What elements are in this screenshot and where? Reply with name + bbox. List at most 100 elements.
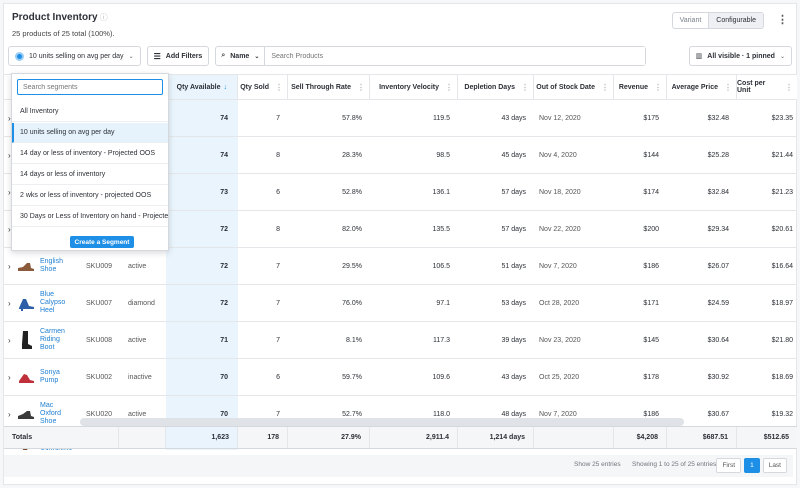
search-field-selector[interactable]: ⌕ Name ⌄ <box>216 47 266 65</box>
expand-row-icon[interactable]: › <box>8 298 11 308</box>
cell-revenue: $186 <box>643 410 659 418</box>
cell-depletion: 43 days <box>501 373 526 381</box>
variant-toggle-button[interactable]: Variant <box>679 17 702 24</box>
product-thumbnail <box>16 330 36 350</box>
cell-depletion: 48 days <box>501 410 526 418</box>
page-1-button[interactable]: 1 <box>744 458 760 473</box>
cell-avg-price: $30.67 <box>707 410 729 418</box>
product-thumbnail <box>16 293 36 313</box>
header-qty-sold[interactable]: Qty Sold ⋮ <box>238 75 288 99</box>
chevron-down-icon: ⌄ <box>254 53 260 60</box>
search-icon: ⌕ <box>221 52 226 59</box>
info-icon[interactable]: ⓘ <box>99 13 108 22</box>
expand-row-icon[interactable]: › <box>8 113 11 123</box>
cell-qty-sold: 6 <box>276 188 280 196</box>
column-menu-icon[interactable]: ⋮ <box>724 82 732 92</box>
cell-qty-sold: 7 <box>276 336 280 344</box>
cell-qty-sold: 7 <box>276 262 280 270</box>
cell-oos-date: Nov 4, 2020 <box>539 151 577 159</box>
cell-qty-available: 70 <box>220 410 228 418</box>
cell-avg-price: $25.28 <box>707 151 729 159</box>
table-row[interactable]: › Sonya Pump SKU002 inactive 70 6 59.7% 109.6 43… <box>4 359 797 396</box>
table-row[interactable]: › Blue Calypso Heel SKU007 diamond 72 7 76.0% 9… <box>4 285 797 322</box>
table-row[interactable]: › 72 8 82.0% 135.5 57 days Nov 22, 2020 $200 $29… <box>4 211 797 248</box>
header-cost-per-unit[interactable]: Cost per Unit ⋮ <box>737 80 793 94</box>
cell-oos-date: Nov 7, 2020 <box>539 262 577 270</box>
segment-selector[interactable]: 10 units selling on avg per day ⌄ <box>8 46 141 66</box>
product-name-link[interactable]: Mac Oxford Shoe <box>40 401 62 426</box>
create-segment-button[interactable]: Create a Segment <box>70 236 134 248</box>
column-menu-icon[interactable]: ⋮ <box>445 82 453 92</box>
search-input[interactable] <box>265 47 646 65</box>
cell-oos-date: Nov 23, 2020 <box>539 336 581 344</box>
table-row[interactable]: › 74 8 28.3% 98.5 45 days Nov 4, 2020 $144 $25.2… <box>4 137 797 174</box>
cell-cost: $16.64 <box>771 262 793 270</box>
header-average-price[interactable]: Average Price ⋮ <box>667 75 737 99</box>
column-menu-icon[interactable]: ⋮ <box>275 82 283 92</box>
expand-row-icon[interactable]: › <box>8 335 11 345</box>
column-menu-icon[interactable]: ⋮ <box>357 82 365 92</box>
cell-qty-sold: 7 <box>276 114 280 122</box>
cell-qty-available: 74 <box>220 114 228 122</box>
cell-qty-sold: 7 <box>276 410 280 418</box>
expand-row-icon[interactable]: › <box>8 372 11 382</box>
show-entries-select[interactable]: Show 25 entries <box>574 461 621 468</box>
segment-option[interactable]: 30 Days or Less of Inventory on hand - P… <box>12 207 168 227</box>
entries-summary: Showing 1 to 25 of 25 entries <box>632 461 717 468</box>
expand-row-icon[interactable]: › <box>8 187 11 197</box>
table-row[interactable]: › Carmen Riding Boot SKU008 active 71 7 8.1% 11… <box>4 322 797 359</box>
cell-revenue: $171 <box>643 299 659 307</box>
column-menu-icon[interactable]: ⋮ <box>521 82 529 92</box>
header-qty-available[interactable]: Qty Available ↓ <box>166 75 238 99</box>
product-name-link[interactable]: Sonya Pump <box>40 368 60 384</box>
column-visibility-button[interactable]: ▥ All visible · 1 pinned ⌄ <box>688 46 792 66</box>
segment-search-input[interactable] <box>17 79 163 95</box>
cell-avg-price: $26.07 <box>707 262 729 270</box>
product-name-link[interactable]: Carmen Riding Boot <box>40 327 65 352</box>
cell-depletion: 39 days <box>501 336 526 344</box>
header-revenue[interactable]: Revenue ⋮ <box>614 75 667 99</box>
last-page-button[interactable]: Last <box>762 458 787 473</box>
cell-qty-sold: 8 <box>276 151 280 159</box>
expand-row-icon[interactable]: › <box>8 261 11 271</box>
column-menu-icon[interactable]: ⋮ <box>785 82 793 92</box>
segment-option[interactable]: 2 wks or less of inventory - projected O… <box>12 186 168 206</box>
cell-cost: $20.61 <box>771 225 793 233</box>
cell-qty-available: 74 <box>220 151 228 159</box>
cell-velocity: 119.5 <box>433 114 450 122</box>
column-menu-icon[interactable]: ⋮ <box>654 82 662 92</box>
configurable-toggle-button[interactable]: Configurable <box>708 13 763 28</box>
page-title: Product Inventory ⓘ <box>12 12 108 23</box>
cell-cost: $18.69 <box>771 373 793 381</box>
expand-row-icon[interactable]: › <box>8 150 11 160</box>
sort-descending-icon[interactable]: ↓ <box>223 83 228 91</box>
expand-row-icon[interactable]: › <box>8 409 11 419</box>
column-menu-icon[interactable]: ⋮ <box>601 82 609 92</box>
table-row[interactable]: › 73 6 52.8% 136.1 57 days Nov 18, 2020 $174 $32… <box>4 174 797 211</box>
cell-avg-price: $32.48 <box>707 114 729 122</box>
table-footer: Show 25 entries Showing 1 to 25 of 25 en… <box>4 455 793 477</box>
segment-option[interactable]: All Inventory <box>12 102 168 122</box>
table-row[interactable]: › English Shoe SKU009 active 72 7 29.5% 106.5 51… <box>4 248 797 285</box>
horizontal-scrollbar[interactable] <box>80 418 684 426</box>
more-options-icon[interactable]: ⋮ <box>777 14 788 26</box>
segment-option[interactable]: 14 days or less of inventory <box>12 165 168 185</box>
expand-row-icon[interactable]: › <box>8 224 11 234</box>
product-name-link[interactable]: English Shoe <box>40 257 63 273</box>
header-sell-through-rate[interactable]: Sell Through Rate ⋮ <box>288 75 370 99</box>
cell-cost: $18.97 <box>771 299 793 307</box>
segment-option[interactable]: 10 units selling on avg per day <box>12 123 168 143</box>
product-name-link[interactable]: Blue Calypso Heel <box>40 290 66 315</box>
cell-sell-through: 52.7% <box>342 410 362 418</box>
cell-cost: $23.35 <box>771 114 793 122</box>
add-filters-button[interactable]: ☰ Add Filters <box>146 46 210 66</box>
header-depletion-days[interactable]: Depletion Days ⋮ <box>458 75 534 99</box>
header-inventory-velocity[interactable]: Inventory Velocity ⋮ <box>370 75 458 99</box>
segment-option[interactable]: 14 day or less of inventory - Projected … <box>12 144 168 164</box>
header-out-of-stock-date[interactable]: Out of Stock Date ⋮ <box>534 75 614 99</box>
first-page-button[interactable]: First <box>716 458 742 473</box>
totals-depletion: 1,214 days <box>458 427 534 448</box>
table-row[interactable]: › 74 7 57.8% 119.5 43 days Nov 12, 2020 $175 $32… <box>4 100 797 137</box>
cell-status: active <box>128 336 147 344</box>
filter-icon: ☰ <box>153 51 161 61</box>
